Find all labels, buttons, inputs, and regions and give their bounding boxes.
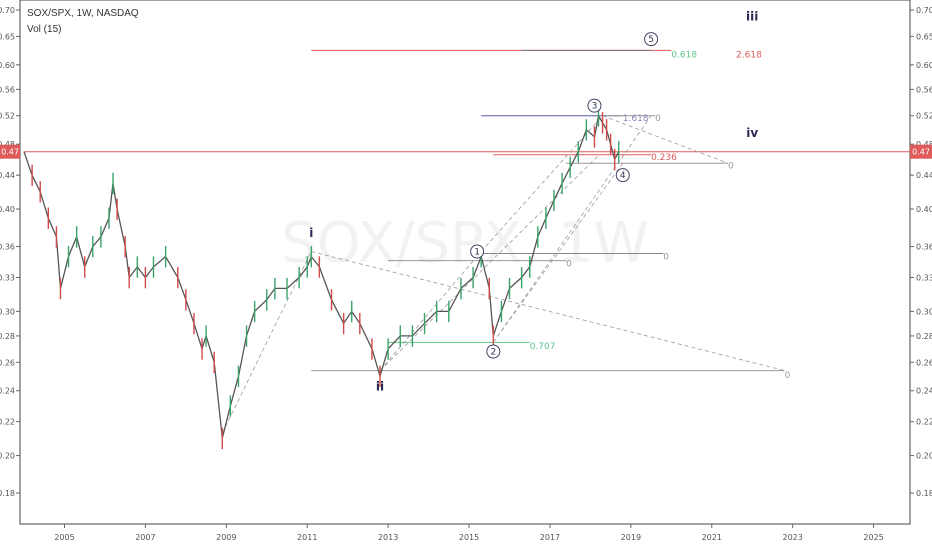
watermark: SOX/SPX, 1W (281, 211, 649, 276)
y-tick-label-right: 0.33 (916, 273, 932, 282)
y-tick-label-left: 0.40 (0, 205, 15, 214)
level-label: 0 (663, 253, 669, 263)
price-badge-right-text: 0.47 (912, 148, 930, 157)
y-tick-label-left: 0.18 (0, 489, 15, 498)
y-tick-label-right: 0.22 (916, 418, 932, 427)
x-tick-label: 2025 (863, 533, 883, 542)
trend-line (480, 115, 603, 252)
wave-number: 5 (648, 35, 654, 45)
y-tick-label-right: 0.30 (916, 307, 932, 316)
y-tick-label-left: 0.52 (0, 112, 15, 121)
wave-circle (486, 344, 501, 359)
x-tick-label: 2005 (54, 533, 74, 542)
wave-label: ii (376, 380, 384, 394)
x-tick-label: 2021 (702, 533, 722, 542)
y-tick-label-right: 0.26 (916, 358, 932, 367)
y-tick-label-left: 0.44 (0, 171, 15, 180)
y-tick-label-left: 0.65 (0, 32, 15, 41)
y-tick-label-left: 0.36 (0, 243, 15, 252)
y-tick-label-left: 0.33 (0, 273, 15, 282)
price-badge-left (0, 144, 20, 159)
trend-line (379, 251, 482, 371)
wave-circle (470, 244, 485, 259)
wave-label: iv (746, 126, 758, 140)
y-tick-label-left: 0.28 (0, 332, 15, 341)
y-tick-label-right: 0.52 (916, 112, 932, 121)
wave-number: 1 (474, 248, 480, 258)
y-tick-label-left: 0.20 (0, 452, 15, 461)
y-tick-label-right: 0.18 (916, 489, 932, 498)
x-tick-label: 2017 (540, 533, 560, 542)
x-tick-label: 2019 (621, 533, 641, 542)
x-tick-label: 2009 (216, 533, 236, 542)
x-tick-label: 2013 (378, 533, 398, 542)
y-tick-label-left: 0.22 (0, 418, 15, 427)
y-tick-label-right: 0.20 (916, 452, 932, 461)
y-tick-label-left: 0.60 (0, 61, 15, 70)
price-badge-left-text: 0.47 (1, 148, 19, 157)
wave-number: 3 (592, 102, 598, 112)
wave-label: i (309, 226, 313, 240)
y-tick-label-right: 0.24 (916, 387, 932, 396)
wave-circle (615, 168, 630, 183)
y-tick-label-right: 0.28 (916, 332, 932, 341)
y-tick-label-left: 0.56 (0, 85, 15, 94)
level-label: 0 (728, 162, 734, 172)
x-tick-label: 2015 (459, 533, 479, 542)
x-tick-label: 2023 (783, 533, 803, 542)
y-tick-label-left: 0.26 (0, 358, 15, 367)
x-tick-label: 2007 (135, 533, 155, 542)
trend-line (311, 251, 785, 371)
y-tick-label-right: 0.70 (916, 6, 932, 15)
y-tick-label-left: 0.70 (0, 6, 15, 15)
level-label: 1.618 (623, 114, 649, 124)
level-label: 0.236 (651, 153, 677, 163)
level-label: 0 (566, 260, 572, 270)
level-label: 0.618 (671, 50, 697, 60)
level-label: 0 (785, 371, 791, 381)
y-tick-label-left: 0.24 (0, 387, 15, 396)
y-tick-label-right: 0.60 (916, 61, 932, 70)
wave-circle (587, 98, 602, 113)
level-label: 2.618 (736, 50, 762, 60)
chart-symbol-line: SOX/SPX, 1W, NASDAQ (27, 8, 139, 19)
y-tick-label-right: 0.56 (916, 85, 932, 94)
trend-line (221, 251, 312, 434)
trend-line (492, 162, 624, 343)
y-tick-label-right: 0.36 (916, 243, 932, 252)
y-tick-label-right: 0.44 (916, 171, 932, 180)
x-tick-label: 2011 (297, 533, 317, 542)
y-tick-label-right: 0.65 (916, 32, 932, 41)
wave-number: 2 (490, 347, 496, 357)
y-tick-label-left: 0.30 (0, 307, 15, 316)
price-badge-right (910, 144, 932, 159)
wave-circle (644, 32, 659, 47)
wave-number: 4 (620, 171, 626, 181)
y-tick-label-right: 0.40 (916, 205, 932, 214)
wave-label: iii (746, 9, 758, 23)
level-label: 0.707 (530, 342, 556, 352)
chart-volume-line: Vol (15) (27, 24, 62, 35)
level-label: 0 (655, 114, 661, 124)
trend-line (602, 115, 729, 164)
